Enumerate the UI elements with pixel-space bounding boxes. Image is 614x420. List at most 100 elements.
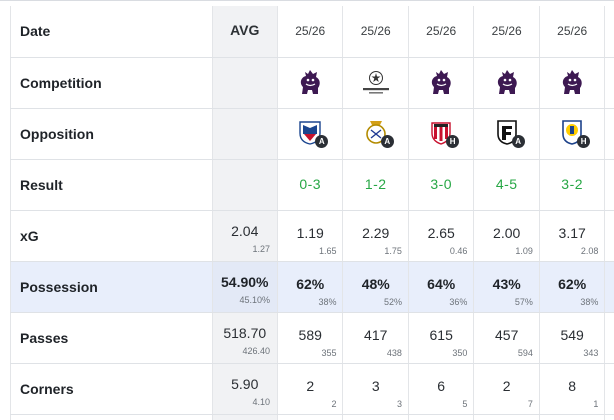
stats-table: Date AVG 25/26 25/26 25/26 25/26 25/26 C… (10, 6, 614, 420)
stat-opponent-value: 350 (452, 347, 468, 358)
avg-header: AVG (211, 6, 278, 58)
result-score: 0-3 (299, 175, 322, 192)
cell-cut (473, 414, 540, 420)
date-row: Date AVG 25/26 25/26 25/26 25/26 25/26 (10, 6, 614, 58)
away-badge: A (511, 135, 525, 148)
season-label: 25/26 (295, 24, 326, 39)
xg-cell-2: 2.29 1.75 (342, 210, 409, 262)
top-edge (0, 0, 614, 6)
result-score: 3-2 (561, 175, 584, 192)
opposition-cell-2[interactable]: A (342, 108, 409, 160)
possession-cell-4: 43% 57% (473, 261, 540, 313)
competition-cell-5 (538, 57, 605, 109)
stat-opponent-value: 2 (331, 398, 337, 409)
stat-opponent-value: 1.09 (515, 245, 533, 256)
cell-cut (407, 414, 474, 420)
possession-cell-5: 62% 38% (538, 261, 605, 313)
avg-header-label: AVG (230, 22, 260, 39)
table-overflow-cell (604, 108, 614, 160)
season-label: 25/26 (360, 24, 391, 39)
stat-opponent-value: 2.08 (580, 245, 599, 256)
opposition-cell-5[interactable]: H (538, 108, 605, 160)
stat-value: 2.04 (231, 222, 259, 239)
xg-cell-4: 2.00 1.09 (473, 210, 540, 262)
result-cell-5[interactable]: 3-2 (538, 159, 605, 211)
stat-value: 2.00 (493, 224, 521, 241)
champions-league-icon (362, 70, 389, 94)
stat-value: 3 (371, 377, 380, 394)
stat-opponent-value: 45.10% (239, 294, 270, 305)
stat-value: 62% (296, 275, 325, 292)
cell-cut (538, 414, 605, 420)
xg-cell-5: 3.17 2.08 (538, 210, 605, 262)
game-date-2[interactable]: 25/26 (342, 6, 409, 58)
game-date-4[interactable]: 25/26 (473, 6, 540, 58)
game-date-1[interactable]: 25/26 (276, 6, 343, 58)
opposition-cell-4[interactable]: A (473, 108, 540, 160)
stat-opponent-value: 7 (527, 398, 533, 409)
possession-cell-2: 48% 52% (342, 261, 409, 313)
result-cell-4[interactable]: 4-5 (473, 159, 540, 211)
stat-opponent-value: 438 (386, 347, 402, 358)
stat-value: 417 (364, 326, 388, 343)
stat-opponent-value: 5 (462, 398, 468, 409)
opposition-cell-1[interactable]: A (276, 108, 343, 160)
row-label-cut (10, 414, 212, 420)
premier-league-icon (301, 69, 320, 94)
passes-cell-5: 549 343 (538, 312, 605, 364)
stat-opponent-value: 1.65 (318, 245, 337, 256)
result-cell-2[interactable]: 1-2 (342, 159, 409, 211)
table-overflow-cell (604, 414, 614, 420)
xg-cell-3: 2.65 0.46 (407, 210, 474, 262)
stat-value: 589 (298, 326, 322, 343)
stat-opponent-value: 343 (583, 347, 599, 358)
row-label-corners: Corners (10, 363, 212, 415)
result-row: Result 0-3 1-2 3-0 4-5 3-2 (10, 159, 614, 211)
stat-value: 615 (429, 326, 453, 343)
next-row-partial (10, 414, 614, 420)
game-date-5[interactable]: 25/26 (538, 6, 605, 58)
xg-cell-1: 1.19 1.65 (276, 210, 343, 262)
stat-opponent-value: 52% (383, 296, 402, 307)
premier-league-icon (563, 69, 582, 94)
stat-opponent-value: 0.46 (449, 245, 468, 256)
possession-cell-3: 64% 36% (407, 261, 474, 313)
stat-opponent-value: 594 (517, 347, 533, 358)
premier-league-icon (497, 69, 517, 94)
real-madrid-crest-icon: A (361, 116, 394, 148)
stat-opponent-value: 38% (318, 296, 337, 307)
table-overflow-cell (604, 261, 614, 313)
passes-cell-1: 589 355 (276, 312, 343, 364)
game-date-3[interactable]: 25/26 (407, 6, 474, 58)
table-overflow-cell (604, 312, 614, 364)
avg-cell-cut (211, 414, 278, 420)
row-label-xg: xG (10, 210, 212, 262)
avg-cell-competition (211, 57, 278, 109)
opposition-cell-3[interactable]: H (407, 108, 474, 160)
cell-cut (342, 414, 409, 420)
stat-opponent-value: 4.10 (252, 396, 270, 407)
stat-opponent-value: 1.75 (384, 245, 402, 256)
stat-value: 6 (437, 377, 446, 394)
stat-opponent-value: 38% (580, 296, 599, 307)
premier-league-icon (432, 69, 451, 94)
table-overflow-cell (604, 363, 614, 415)
passes-row: Passes 518.70 426.40 589 355 417 438 615 35… (10, 312, 614, 364)
row-label-result: Result (10, 159, 212, 211)
row-label-competition: Competition (10, 57, 212, 109)
home-badge: H (446, 135, 460, 148)
result-cell-1[interactable]: 0-3 (276, 159, 343, 211)
season-label: 25/26 (426, 24, 457, 39)
stat-value: 2.65 (427, 224, 455, 241)
avg-cell-opposition (211, 108, 278, 160)
row-label-possession: Possession (10, 261, 212, 313)
result-cell-3[interactable]: 3-0 (407, 159, 474, 211)
row-label-date: Date (10, 6, 212, 58)
away-badge: A (380, 135, 394, 148)
stat-value: 549 (560, 326, 584, 343)
